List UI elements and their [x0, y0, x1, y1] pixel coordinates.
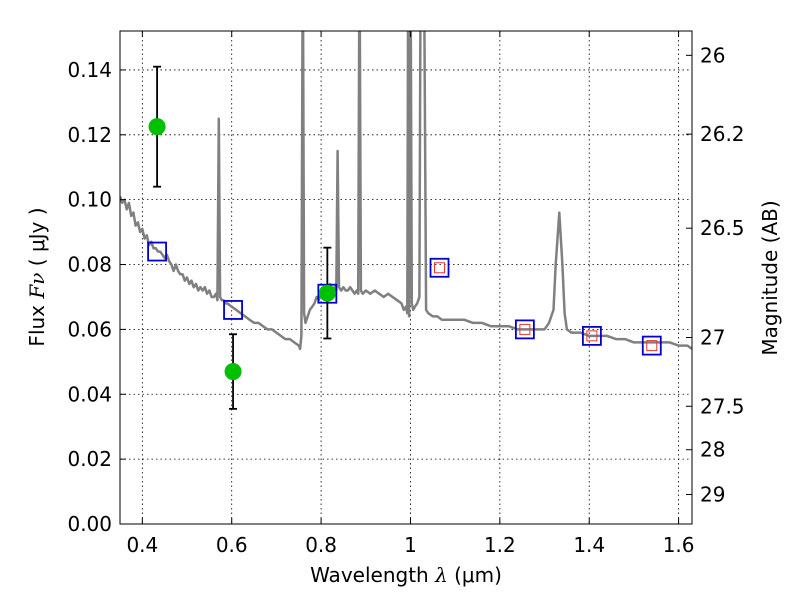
x-tick-label: 1: [404, 533, 417, 557]
y-tick-label: 0.08: [67, 253, 112, 277]
model-photometry-square: [641, 335, 662, 356]
right-tick-label: 26: [700, 43, 725, 67]
x-axis-title: Wavelength λ (μm): [310, 563, 502, 587]
detection-point: [318, 284, 336, 302]
model-photometry-square: [429, 257, 450, 278]
observed-photometry-square: [586, 330, 598, 342]
detection-point: [148, 118, 166, 136]
plot-content: [120, 31, 692, 410]
tick-marks: [120, 31, 692, 525]
plot-frame: [119, 30, 693, 525]
model-photometry-square: [514, 319, 535, 340]
right-tick-label: 26.2: [700, 122, 745, 146]
y-tick-label: 0.00: [67, 512, 112, 536]
right-tick-label: 28: [700, 438, 725, 462]
x-tick-label: 0.6: [216, 533, 248, 557]
x-tick-label: 1.6: [663, 533, 695, 557]
y-tick-label: 0.12: [67, 123, 112, 147]
y-tick-label: 0.04: [67, 382, 112, 406]
right-tick-label: 26.5: [700, 216, 745, 240]
right-tick-label: 27.5: [700, 394, 745, 418]
observed-photometry-square: [646, 340, 658, 352]
right-axis-title: Magnitude (AB): [758, 200, 782, 355]
y-tick-label: 0.10: [67, 188, 112, 212]
model-photometry-square: [223, 300, 243, 320]
y-tick-labels: 0.00 0.02 0.04 0.06 0.08 0.10 0.12 0.14: [67, 58, 112, 536]
y-tick-label: 0.02: [67, 447, 112, 471]
observed-photometry-square: [519, 323, 531, 335]
model-photometry-square: [147, 241, 167, 262]
x-tick-label: 1.2: [484, 533, 516, 557]
y-axis-title: Flux Fν ( μJy ): [25, 207, 49, 346]
x-tick-labels: 0.4 0.6 0.8 1 1.2 1.4 1.6: [126, 533, 694, 557]
x-tick-label: 0.4: [126, 533, 158, 557]
plot-area: [120, 31, 692, 524]
y-tick-label: 0.14: [67, 58, 112, 82]
x-tick-label: 0.8: [305, 533, 337, 557]
y-tick-label: 0.06: [67, 317, 112, 341]
detection-point: [224, 363, 242, 381]
model-photometry-square: [582, 325, 602, 346]
x-tick-label: 1.4: [573, 533, 605, 557]
right-tick-label: 29: [700, 482, 725, 506]
right-tick-labels: 26 26.2 26.5 27 27.5 28 29: [700, 43, 745, 506]
right-tick-label: 27: [700, 326, 725, 350]
observed-photometry-square: [434, 262, 446, 274]
